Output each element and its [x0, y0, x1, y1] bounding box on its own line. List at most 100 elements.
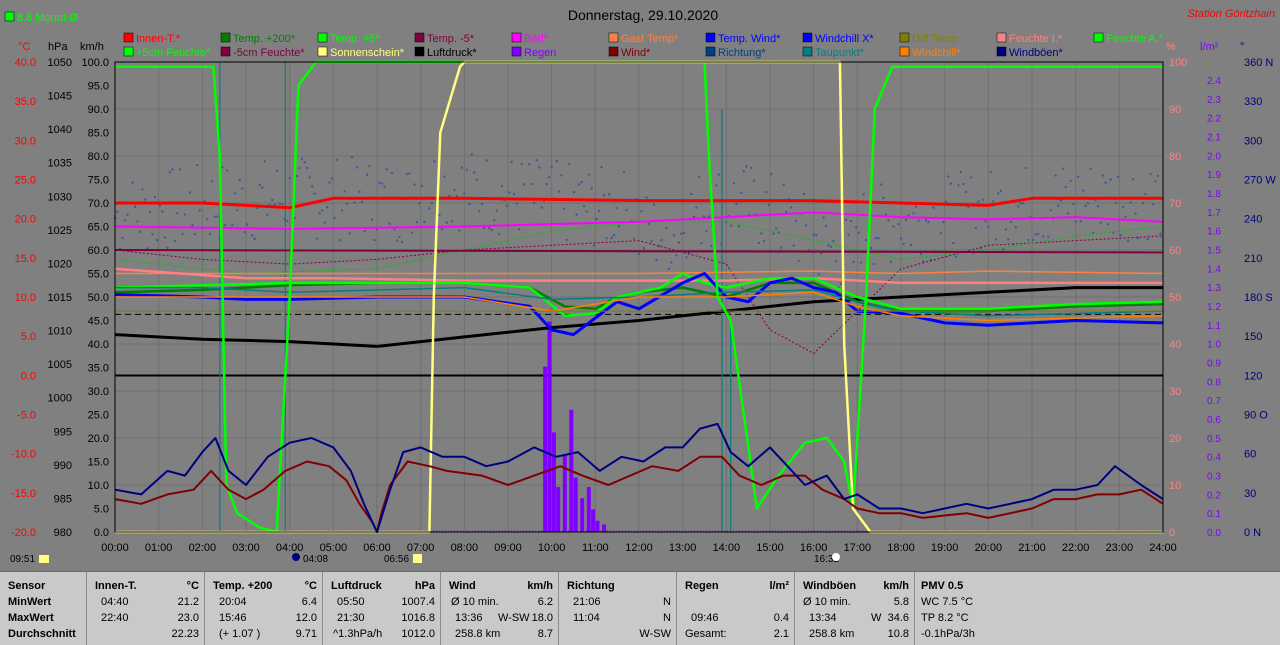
- legend-swatch: [705, 32, 716, 43]
- direction-point: [939, 232, 943, 235]
- pressure-tick: 1050: [48, 57, 72, 69]
- direction-point: [243, 231, 246, 234]
- direction-point: [927, 220, 930, 224]
- direction-tick: 180 S: [1244, 292, 1273, 304]
- direction-point: [652, 203, 656, 206]
- direction-point: [533, 201, 536, 205]
- boeen-distance: 258.8 km: [809, 628, 855, 640]
- temp-tick: -10.0: [11, 449, 36, 461]
- direction-point: [1062, 167, 1065, 170]
- pressure-tick: 1015: [48, 292, 72, 304]
- direction-point: [440, 228, 444, 231]
- wind-header: Wind: [449, 580, 476, 592]
- legend-label: Windchill X*: [815, 33, 874, 45]
- temp-min-value: 6.4: [301, 596, 317, 608]
- direction-point: [792, 244, 795, 247]
- moon-rise-icon: [292, 553, 300, 561]
- boeen-header: Windböen: [803, 580, 857, 592]
- series-line: [115, 291, 1164, 322]
- direction-point: [1104, 181, 1107, 184]
- direction-point: [680, 232, 683, 235]
- temp-tick: -20.0: [11, 527, 36, 539]
- rain-tick: 1.9: [1207, 170, 1221, 181]
- direction-point: [253, 237, 256, 241]
- direction-point: [233, 192, 236, 195]
- direction-point: [445, 221, 449, 224]
- direction-point: [470, 153, 473, 156]
- legend-label: Windchill*: [912, 47, 961, 59]
- series-line: [114, 249, 1164, 254]
- direction-point: [300, 157, 304, 161]
- direction-point: [947, 175, 950, 178]
- avg-label: 8.6 Monat-Ø: [17, 12, 79, 24]
- direction-point: [1004, 228, 1007, 231]
- direction-point: [660, 239, 663, 242]
- press-unit: hPa: [48, 41, 68, 53]
- druck-min-value: 1007.4: [401, 596, 435, 608]
- direction-point: [640, 210, 643, 213]
- innen-max-value: 23.0: [177, 612, 199, 624]
- legend-label: Regen: [524, 47, 556, 59]
- direction-point: [1054, 174, 1057, 177]
- direction-point: [1032, 238, 1035, 242]
- direction-point: [1074, 220, 1077, 223]
- direction-point: [592, 244, 596, 247]
- regen-max-time: 09:46: [691, 612, 719, 624]
- legend-label: Feuchte A.*: [1106, 33, 1164, 45]
- direction-point: [523, 183, 526, 186]
- direction-point: [188, 191, 192, 194]
- direction-point: [1019, 202, 1022, 205]
- direction-point: [241, 187, 244, 190]
- direction-point: [892, 225, 895, 228]
- innen-min-time: 04:40: [101, 596, 129, 608]
- direction-point: [597, 209, 601, 213]
- direction-point: [762, 239, 765, 243]
- direction-point: [318, 212, 321, 215]
- max-label: MaxWert: [8, 612, 54, 624]
- time-tick: 18:00: [887, 542, 915, 554]
- direction-point: [847, 233, 850, 236]
- direction-point: [176, 212, 179, 215]
- direction-point: [782, 183, 785, 186]
- direction-point: [827, 244, 830, 247]
- direction-point: [251, 234, 254, 237]
- direction-point: [942, 220, 945, 224]
- direction-point: [261, 186, 264, 189]
- direction-point: [839, 282, 843, 286]
- direction-point: [288, 177, 291, 180]
- direction-point: [400, 241, 404, 244]
- direction-point: [587, 173, 591, 176]
- direction-point: [213, 215, 216, 218]
- direction-point: [513, 193, 516, 196]
- direction-point: [959, 170, 963, 174]
- direction-point: [572, 190, 576, 194]
- legend-swatch: [511, 32, 522, 43]
- time-tick: 20:00: [975, 542, 1003, 554]
- direction-point: [465, 168, 468, 171]
- direction-point: [675, 254, 678, 257]
- direction-point: [760, 232, 763, 235]
- pressure-tick: 1005: [48, 359, 72, 371]
- legend-label: Sonnenschein*: [330, 47, 405, 59]
- direction-point: [505, 204, 508, 208]
- rain-tick: 0.7: [1207, 396, 1221, 407]
- direction-point: [1099, 221, 1102, 224]
- direction-point: [982, 198, 985, 201]
- direction-point: [625, 208, 628, 212]
- pressure-tick: 1030: [48, 191, 72, 203]
- direction-point: [485, 159, 488, 162]
- rain-tick: 0.4: [1207, 453, 1221, 464]
- temp-tick: 15.0: [15, 253, 36, 265]
- rain-tick: 0.9: [1207, 359, 1221, 370]
- direction-point: [385, 168, 389, 171]
- direction-point: [358, 190, 361, 193]
- direction-point: [560, 174, 563, 177]
- sunrise-icon: [413, 554, 422, 563]
- rain-bar: [595, 520, 600, 532]
- direction-point: [398, 235, 401, 239]
- time-tick: 15:00: [756, 542, 784, 554]
- temp-tick: 30.0: [15, 135, 36, 147]
- avg-swatch: [4, 11, 15, 22]
- time-tick: 10:00: [538, 542, 566, 554]
- direction-point: [622, 171, 626, 174]
